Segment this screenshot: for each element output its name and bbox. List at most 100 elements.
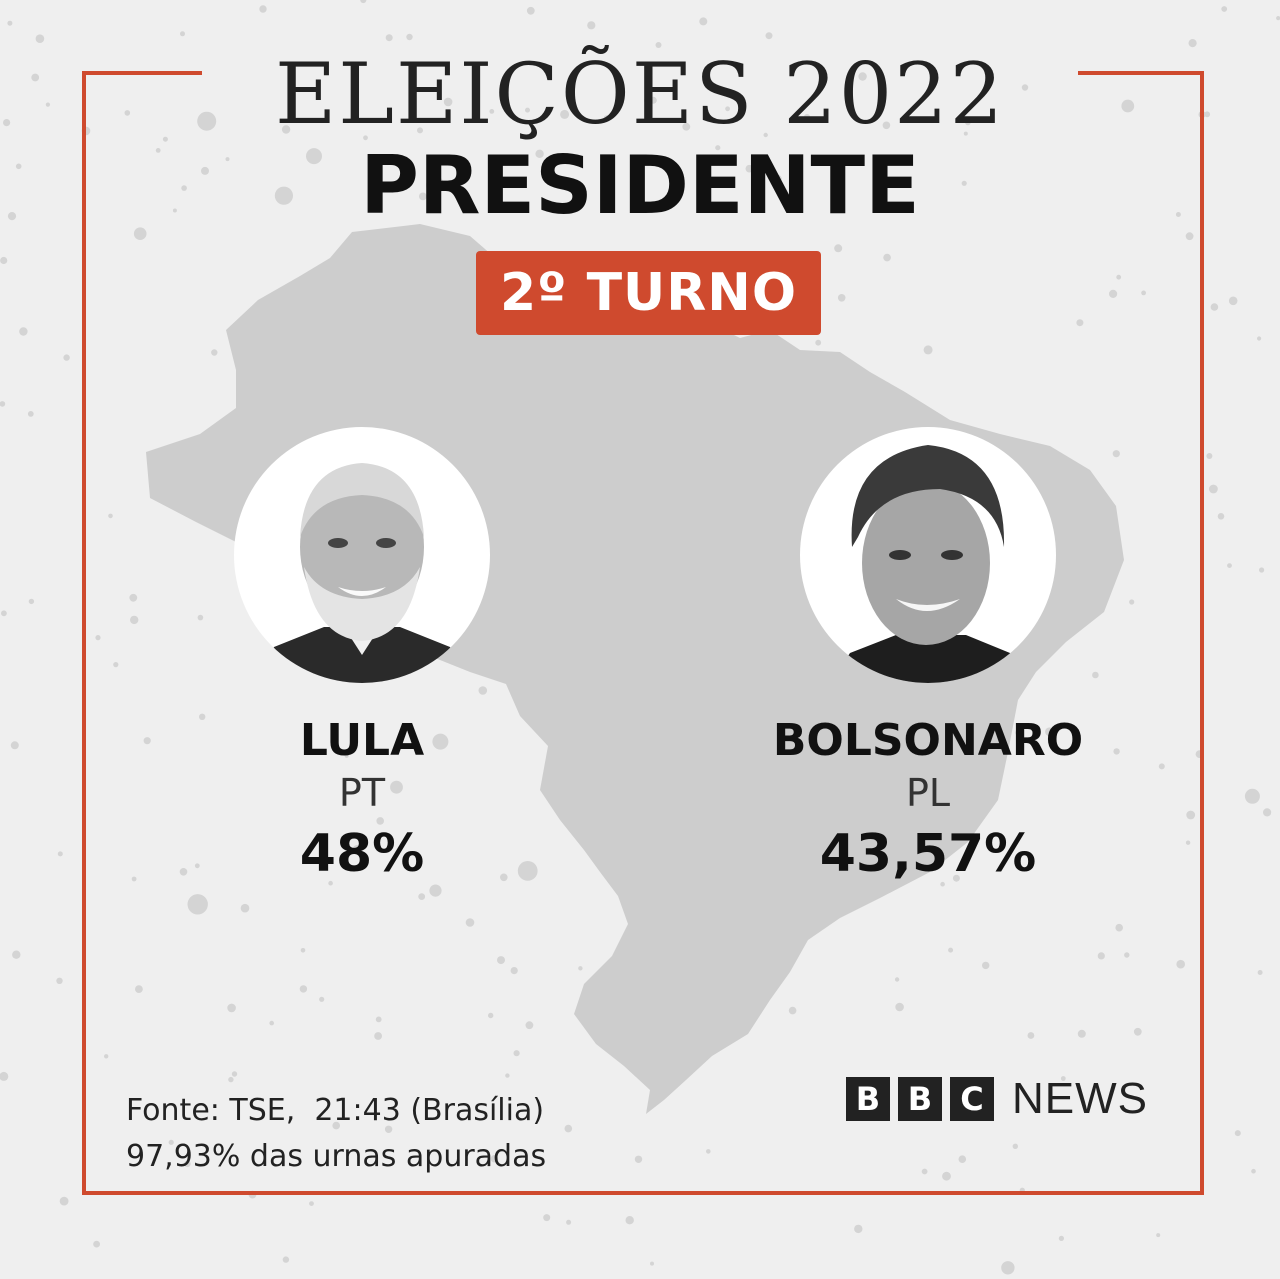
background-dot: [1204, 111, 1211, 118]
background-dot: [773, 174, 782, 183]
background-dot: [104, 1054, 109, 1059]
candidate-party-lula: PT: [338, 771, 386, 815]
background-dot: [426, 175, 445, 195]
background-dot: [187, 894, 208, 915]
background-dot: [722, 155, 729, 162]
background-dot: [1124, 952, 1130, 958]
background-dot: [1263, 808, 1272, 817]
frame-right: [1200, 71, 1204, 1195]
background-dot: [525, 107, 530, 113]
candidate-name-lula: LULA: [299, 715, 425, 766]
background-dot: [837, 294, 846, 302]
background-dot: [1176, 959, 1185, 969]
background-dot: [942, 1171, 951, 1181]
background-dot: [560, 109, 570, 119]
background-dot: [1209, 484, 1218, 494]
background-dot: [815, 339, 822, 346]
background-dot: [587, 21, 596, 30]
background-dot: [143, 737, 151, 745]
background-dot: [921, 1168, 928, 1175]
background-dot: [162, 136, 168, 142]
background-dot: [564, 1124, 573, 1133]
background-dot: [385, 34, 393, 42]
background-dot: [45, 102, 51, 107]
background-dot: [231, 1071, 238, 1077]
background-dot: [306, 148, 322, 165]
background-dot: [12, 950, 21, 959]
background-dot: [332, 1121, 341, 1130]
count-line: 97,93% das urnas apuradas: [126, 1139, 547, 1174]
background-dot: [211, 349, 218, 356]
background-dot: [965, 119, 971, 126]
background-dot: [895, 1002, 904, 1012]
background-dot: [649, 96, 657, 104]
background-dot: [129, 593, 138, 602]
background-dot: [1076, 319, 1084, 327]
background-dot: [35, 34, 45, 43]
background-dot: [1112, 450, 1120, 458]
background-dot: [883, 253, 891, 262]
background-dot: [958, 1155, 967, 1163]
background-dot: [269, 1020, 275, 1026]
background-dot: [0, 1071, 9, 1081]
background-dot: [228, 1076, 234, 1083]
background-dot: [478, 686, 488, 695]
source-note: Fonte: TSE, 21:43 (Brasília) 97,93% das …: [126, 1088, 646, 1180]
background-dot: [429, 884, 442, 897]
background-dot: [489, 109, 495, 114]
background-dot: [1, 610, 7, 617]
background-dot: [240, 903, 250, 913]
background-dot: [1116, 274, 1122, 280]
background-dot: [1210, 303, 1219, 311]
background-dot: [1001, 1261, 1015, 1275]
background-dot: [715, 145, 721, 151]
background-dot: [615, 82, 621, 88]
background-dot: [155, 148, 161, 153]
background-dot: [124, 110, 131, 116]
background-dot: [745, 164, 754, 173]
background-dot: [525, 1021, 534, 1030]
background-dot: [406, 33, 413, 41]
background-dot: [465, 918, 475, 927]
background-dot: [513, 1050, 520, 1057]
candidate-percent-bolsonaro: 43,57%: [819, 824, 1037, 884]
background-dot: [390, 780, 403, 794]
background-dot: [344, 753, 349, 758]
background-dot: [1276, 16, 1280, 21]
background-dot: [352, 844, 362, 854]
background-dot: [682, 122, 691, 131]
background-dot: [497, 956, 505, 965]
background-dot: [490, 1155, 499, 1163]
background-dot: [1186, 810, 1196, 820]
background-dot: [882, 121, 891, 130]
background-dot: [1251, 1168, 1256, 1174]
background-dot: [535, 149, 544, 158]
page-title: ELEIÇÕES 2022: [274, 45, 1006, 143]
background-dot: [655, 42, 662, 48]
background-dot: [374, 1032, 382, 1040]
background-dot: [363, 135, 368, 141]
background-dot: [130, 615, 139, 625]
background-dot: [197, 614, 204, 621]
bbc-logo-news: NEWS: [1012, 1074, 1148, 1123]
background-dot: [1077, 1029, 1086, 1038]
frame-bottom: [82, 1191, 1204, 1195]
background-dot: [1092, 671, 1099, 679]
background-dot: [108, 513, 113, 519]
background-dot: [1012, 1143, 1018, 1150]
background-dot: [1021, 84, 1029, 91]
background-dot: [894, 977, 900, 982]
background-dot: [803, 114, 811, 121]
background-dot: [309, 1201, 314, 1206]
background-dot: [1185, 840, 1191, 845]
background-dot: [179, 868, 188, 876]
bbc-logo-block: B: [846, 1077, 890, 1121]
background-dot: [282, 1256, 290, 1263]
frame-top-left: [82, 71, 202, 75]
background-dot: [57, 851, 63, 857]
background-dot: [1109, 289, 1118, 298]
background-dot: [172, 208, 177, 213]
background-dot: [1097, 952, 1105, 960]
background-dot: [376, 817, 385, 825]
bbc-logo-block: C: [950, 1077, 994, 1121]
